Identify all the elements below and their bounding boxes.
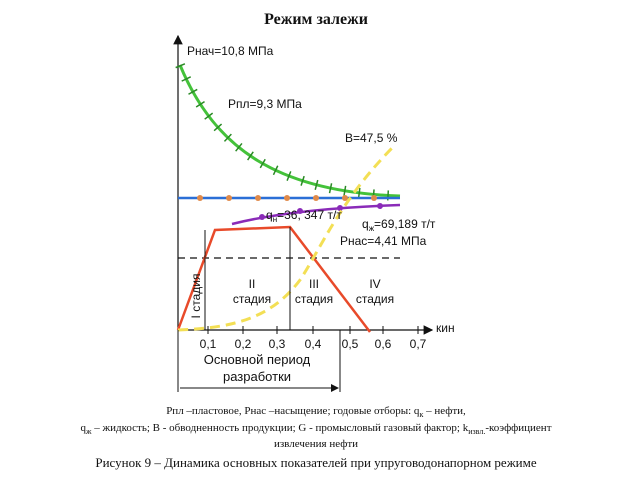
x-ticks [207,326,419,334]
label: Рнач=10,8 МПа [187,44,274,58]
x-tick-label: 0,4 [305,337,322,351]
period-label: разработки [223,369,291,384]
axis-label: кин [436,321,455,335]
water-cut-curve [177,143,397,332]
x-tick-label: 0,6 [375,337,392,351]
period-label: Основной период [204,352,311,367]
stage-label: стадия [233,292,271,306]
caption-line: qж – жидкость; В - обводненность продукц… [80,422,551,436]
stage-label: стадия [356,292,394,306]
label: Рпл=9,3 МПа [228,97,302,111]
x-tick-label: 0,2 [235,337,252,351]
title: Режим залежи [264,11,368,28]
x-tick-label: 0,5 [342,337,359,351]
plot [173,34,434,392]
x-tick-label: 0,1 [200,337,217,351]
caption-line: извлечения нефти [274,438,358,450]
pressure-curve [178,64,401,198]
label: В=47,5 % [345,131,398,145]
oil-dots [259,203,383,220]
stage-label: I стадия [189,274,203,319]
stage-label: стадия [295,292,333,306]
x-tick-label: 0,7 [410,337,427,351]
caption: Рпл –пластовое, Рнас –насыщение; годовые… [80,405,551,470]
labels: Рнач=10,8 МПа Рпл=9,3 МПа В=47,5 % qн=36… [187,44,455,384]
stage-label: III [309,277,319,291]
label: qж=69,189 т/т [362,217,436,233]
label: Рнас=4,41 МПа [340,234,427,248]
production-curve [176,225,371,333]
saturation-dots [197,195,377,201]
stage-label: II [249,277,256,291]
caption-line: Рпл –пластовое, Рнас –насыщение; годовые… [166,405,466,419]
stage-label: IV [369,277,380,291]
figure-caption: Рисунок 9 – Динамика основных показателе… [95,455,537,470]
x-tick-label: 0,3 [269,337,286,351]
label: qн=36, 347 т/т [266,208,342,224]
